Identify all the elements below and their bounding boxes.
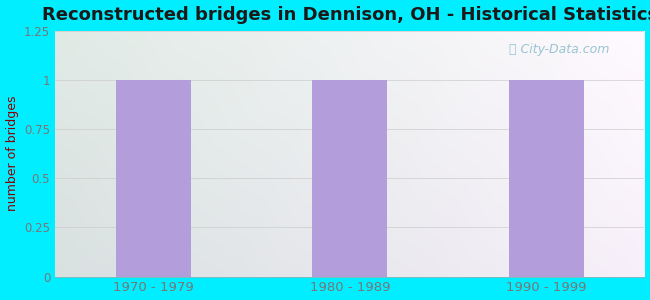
Bar <box>509 80 584 277</box>
Bar <box>116 80 190 277</box>
Y-axis label: number of bridges: number of bridges <box>6 96 19 212</box>
Bar <box>313 80 387 277</box>
Text: ⓘ City-Data.com: ⓘ City-Data.com <box>509 43 609 56</box>
Title: Reconstructed bridges in Dennison, OH - Historical Statistics: Reconstructed bridges in Dennison, OH - … <box>42 6 650 24</box>
